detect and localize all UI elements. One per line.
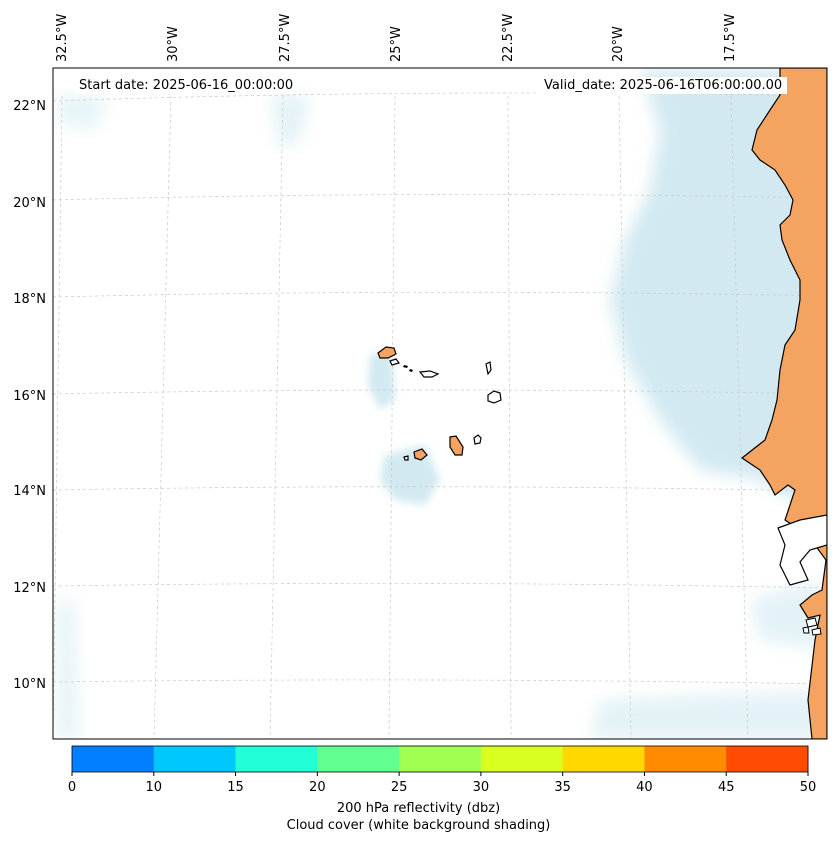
colorbar-tick-label: 20 [309,780,326,795]
colorbar-subtitle: Cloud cover (white background shading) [286,818,551,833]
colorbar-tick-label: 0 [68,780,76,795]
lat-label: 22°N [13,99,46,114]
start-date-label: Start date: 2025-06-16_00:00:00 [74,77,299,94]
lat-label: 18°N [13,292,46,307]
lon-label: 32.5°W [55,14,70,62]
island-santo-antao [377,346,397,359]
graticule [53,92,827,739]
lon-label: 30°W [166,26,181,62]
lat-label: 16°N [13,389,46,404]
colorbar-tick-label: 10 [146,780,163,795]
map-frame [52,67,828,740]
island-sao-vicente [389,358,401,366]
colorbar-tick-label: 40 [636,780,653,795]
island-fogo [413,448,428,461]
colorbar-tick-label: 25 [391,780,408,795]
colorbar-border [71,745,809,773]
colorbar-tick-label: 50 [800,780,817,795]
island-brava [403,455,409,461]
colorbar-segment [317,746,400,772]
lon-label: 20°W [611,26,626,62]
lon-label: 27.5°W [278,14,293,62]
lon-label: 25°W [389,26,404,62]
longitude-labels: 32.5°W 30°W 27.5°W 25°W 22.5°W 20°W 17.5… [55,14,738,62]
land-gambia-inset [777,514,827,586]
cape-verde-islands [377,346,502,461]
island-sao-nicolau [418,370,440,378]
cloud-cover-layer [55,70,827,739]
colorbar-segment [644,746,727,772]
colorbar-segment [480,746,564,772]
colorbar-segment [562,746,645,772]
colorbar-tick-label: 45 [718,780,735,795]
colorbar-segment [399,746,482,772]
colorbar-segment [726,746,809,772]
colorbar-tick-label: 35 [554,780,571,795]
colorbar-tick-label: 30 [473,780,490,795]
island-boa-vista [487,390,502,404]
island-santiago [449,435,464,456]
colorbar-segment [72,746,155,772]
colorbar-title: 200 hPa reflectivity (dbz) [336,801,501,816]
island-branco [409,369,413,372]
valid-date-label: Valid_date: 2025-06-16T06:00:00.00 [539,77,788,94]
island-sal [485,361,492,376]
bissagos-islands [802,617,822,636]
lon-label: 22.5°W [501,14,516,62]
lon-label: 17.5°W [723,14,738,62]
island-santa-luzia [403,365,408,368]
lat-label: 10°N [13,677,46,692]
lat-label: 20°N [13,196,46,211]
colorbar-segment [153,746,237,772]
lat-label: 12°N [13,581,46,596]
latitude-labels: 22°N 20°N 18°N 16°N 14°N 12°N 10°N [13,99,46,692]
colorbar-tick-label: 15 [227,780,244,795]
lat-label: 14°N [13,484,46,499]
island-maio [473,434,482,445]
colorbar: 0 10 15 20 25 30 35 40 45 50 [68,745,817,795]
land-africa [740,68,827,739]
colorbar-segment [235,746,318,772]
